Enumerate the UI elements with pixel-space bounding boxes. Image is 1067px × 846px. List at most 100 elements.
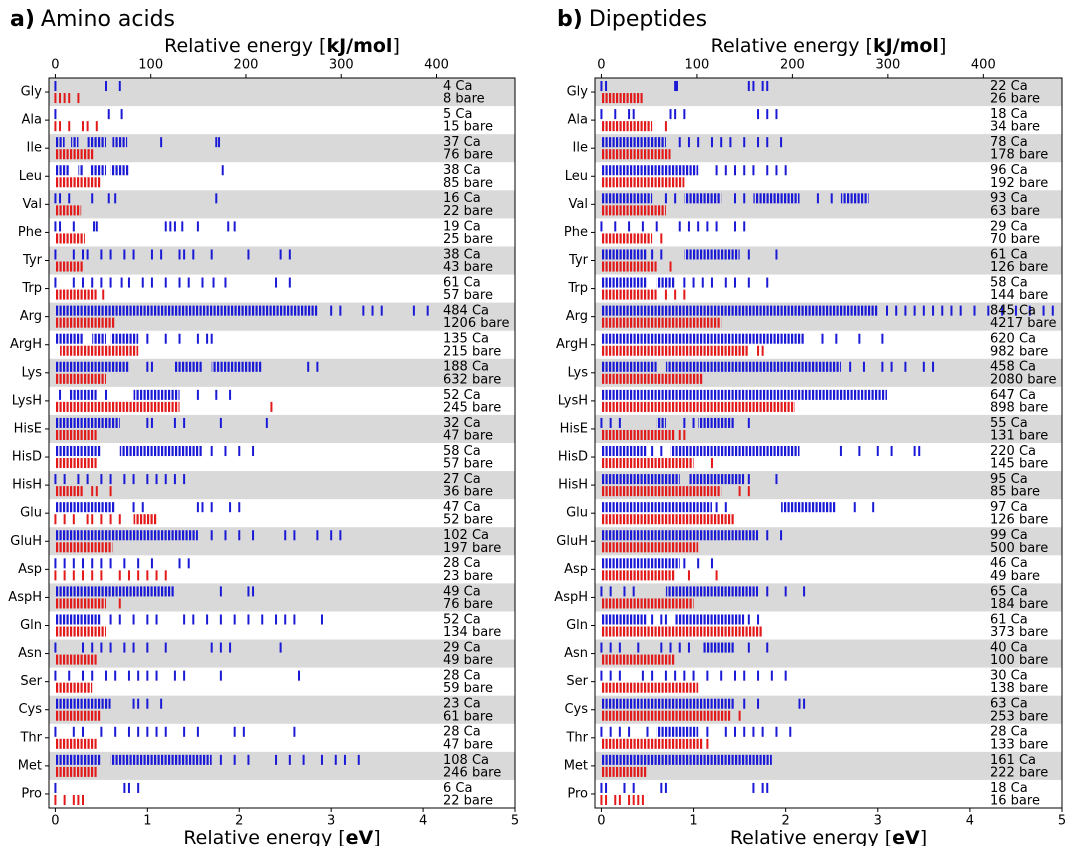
count-label: 38 Ca	[443, 247, 481, 262]
conformer-band	[133, 514, 157, 525]
conformer-band	[55, 373, 106, 384]
x-tick-label: 5	[1058, 814, 1066, 829]
count-label: 15 bare	[443, 120, 493, 135]
row-label: Cys	[18, 702, 42, 717]
count-label: 61 Ca	[990, 612, 1028, 627]
conformer-band	[211, 361, 263, 372]
count-label: 133 bare	[990, 737, 1048, 752]
conformer-band	[601, 137, 666, 148]
x2-tick-label: 100	[138, 58, 163, 73]
count-label: 135 Ca	[443, 332, 489, 347]
conformer-band	[601, 205, 666, 216]
row-shade	[49, 190, 515, 219]
count-label: 500 bare	[990, 541, 1048, 556]
conformer-band	[601, 682, 699, 693]
conformer-band	[55, 446, 102, 457]
count-label: 2080 bare	[990, 372, 1057, 387]
axis-label-unit: kJ/mol	[326, 35, 392, 57]
row-label: Ala	[568, 113, 588, 128]
row-label: Ile	[27, 141, 42, 156]
axis-label-text: ]	[939, 35, 946, 57]
row-label: Lys	[21, 365, 42, 380]
count-label: 52 Ca	[443, 388, 481, 403]
axis-label-unit: eV	[346, 827, 374, 846]
row-shade	[595, 190, 1062, 219]
conformer-band	[55, 137, 65, 148]
count-label: 28 Ca	[443, 669, 481, 684]
conformer-band	[55, 458, 97, 469]
conformer-band	[55, 654, 97, 665]
count-label: 26 bare	[990, 92, 1040, 107]
count-label: 253 bare	[990, 709, 1048, 724]
conformer-band	[656, 277, 676, 288]
count-label: 6 Ca	[443, 781, 472, 796]
count-label: 22 Ca	[990, 79, 1028, 94]
axis-label-text: Relative energy [	[183, 827, 345, 846]
conformer-band	[601, 93, 643, 104]
row-label: ArgH	[556, 337, 588, 352]
row-label: ArgH	[10, 337, 42, 352]
conformer-band	[675, 614, 745, 625]
conformer-band	[60, 345, 139, 356]
count-label: 28 Ca	[443, 725, 481, 740]
row-shade	[49, 78, 515, 107]
conformer-band	[601, 165, 699, 176]
count-label: 188 Ca	[443, 360, 489, 375]
row-label: HisH	[558, 478, 588, 493]
x2-tick-label: 200	[234, 58, 259, 73]
count-label: 16 bare	[990, 793, 1040, 808]
count-label: 220 Ca	[990, 444, 1036, 459]
conformer-band	[55, 710, 102, 721]
count-label: 49 Ca	[443, 584, 481, 599]
row-label: Glu	[20, 506, 42, 521]
count-label: 197 bare	[443, 541, 501, 556]
conformer-band	[601, 474, 680, 485]
conformer-band	[601, 345, 749, 356]
conformer-band	[670, 446, 800, 457]
count-label: 373 bare	[990, 625, 1048, 640]
count-label: 22 bare	[443, 204, 493, 219]
x-tick-label: 2	[782, 814, 790, 829]
conformer-band	[601, 754, 772, 765]
count-label: 161 Ca	[990, 753, 1036, 768]
count-label: 126 bare	[990, 513, 1048, 528]
conformer-band	[55, 530, 198, 541]
count-label: 484 Ca	[443, 304, 489, 319]
count-label: 57 bare	[443, 457, 493, 472]
count-label: 632 bare	[443, 372, 501, 387]
panel-letter: b)	[557, 7, 583, 32]
count-label: 46 Ca	[990, 556, 1028, 571]
row-label: LysH	[12, 393, 42, 408]
x2-tick-label: 100	[685, 58, 710, 73]
axis-label: Relative energy [eV]	[730, 827, 927, 846]
row-shade	[595, 246, 1062, 275]
count-label: 52 Ca	[443, 612, 481, 627]
x2-tick-label: 300	[875, 58, 900, 73]
plot-frame	[594, 77, 1063, 809]
conformer-band	[55, 205, 82, 216]
x-tick-label: 3	[327, 814, 335, 829]
count-label: 49 bare	[990, 569, 1040, 584]
conformer-band	[55, 177, 102, 188]
x-tick-label: 5	[511, 814, 519, 829]
count-label: 647 Ca	[990, 388, 1036, 403]
conformer-band	[90, 165, 106, 176]
count-label: 29 Ca	[990, 219, 1028, 234]
count-label: 70 bare	[990, 232, 1040, 247]
count-label: 982 bare	[990, 344, 1048, 359]
conformer-band	[601, 233, 653, 244]
conformer-band	[781, 502, 837, 513]
count-label: 95 Ca	[990, 472, 1028, 487]
conformer-band	[55, 261, 84, 272]
row-label: Trp	[567, 281, 588, 296]
conformer-band	[665, 586, 759, 597]
count-label: 40 Ca	[990, 640, 1028, 655]
row-label: Val	[569, 197, 588, 212]
count-label: 245 bare	[443, 400, 501, 415]
count-label: 18 Ca	[990, 781, 1028, 796]
conformer-band	[702, 642, 736, 653]
conformer-band	[688, 474, 745, 485]
count-label: 27 Ca	[443, 472, 481, 487]
x-tick-label: 2	[235, 814, 243, 829]
count-label: 47 Ca	[443, 500, 481, 515]
